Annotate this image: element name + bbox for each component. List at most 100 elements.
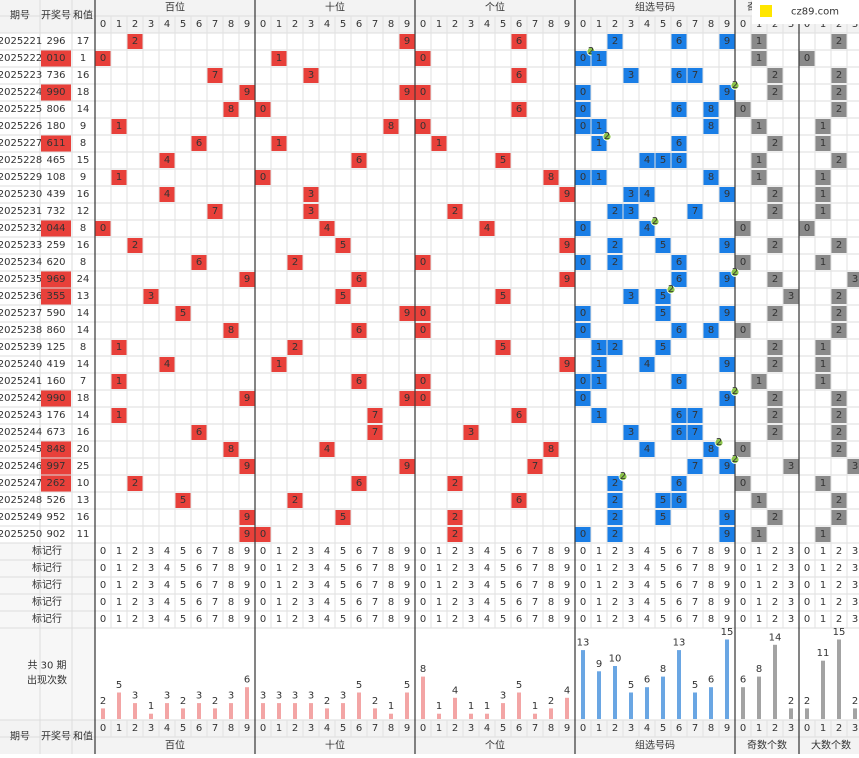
column-digit: 5 [180, 723, 186, 734]
mark-digit: 1 [756, 546, 762, 557]
column-digit: 6 [516, 723, 522, 734]
ball-label: 5 [660, 308, 666, 319]
section-footer: 十位 [325, 739, 345, 752]
ball-label: 4 [644, 223, 650, 234]
column-digit: 4 [644, 723, 650, 734]
ball-label: 0 [420, 121, 426, 132]
ball-label: 8 [708, 172, 714, 183]
ball-label: 1 [756, 155, 762, 166]
mark-digit: 0 [420, 546, 426, 557]
mark-digit: 5 [340, 580, 346, 591]
column-digit: 0 [100, 723, 106, 734]
ball-label: 9 [564, 189, 570, 200]
period: 2025241 [0, 376, 42, 387]
mark-digit: 0 [740, 580, 746, 591]
ball-label: 7 [692, 206, 698, 217]
mark-digit: 2 [292, 597, 298, 608]
mark-digit: 7 [692, 614, 698, 625]
ball-label: 1 [596, 359, 602, 370]
period: 2025238 [0, 325, 42, 336]
mark-digit: 4 [324, 546, 330, 557]
period: 2025242 [0, 393, 42, 404]
ball-label: 2 [452, 512, 458, 523]
ball-label: 1 [116, 342, 122, 353]
ball-label: 2 [772, 138, 778, 149]
mark-digit: 0 [100, 597, 106, 608]
ball-label: 7 [692, 461, 698, 472]
ball-label: 1 [276, 359, 282, 370]
stats-label: 出现次数 [27, 674, 67, 687]
count-bar [741, 687, 745, 719]
mark-digit: 2 [836, 597, 842, 608]
mark-digit: 4 [164, 546, 170, 557]
column-digit: 2 [452, 723, 458, 734]
sum: 16 [77, 427, 90, 438]
period: 2025243 [0, 410, 42, 421]
count-bar [853, 708, 857, 719]
count-bar [405, 693, 409, 720]
draw-number: 590 [46, 308, 65, 319]
count-bar [821, 661, 825, 719]
ball-label: 4 [644, 189, 650, 200]
ball-label: 3 [628, 427, 634, 438]
period: 2025233 [0, 240, 42, 251]
column-digit: 8 [388, 723, 394, 734]
ball-label: 5 [340, 512, 346, 523]
mark-digit: 0 [580, 580, 586, 591]
mark-digit: 5 [340, 597, 346, 608]
ball-label: 9 [724, 87, 730, 98]
ball-label: 1 [820, 206, 826, 217]
count-bar [229, 703, 233, 719]
mark-digit: 3 [628, 563, 634, 574]
mark-digit: 2 [836, 563, 842, 574]
ball-label: 1 [820, 342, 826, 353]
ball-label: 0 [260, 104, 266, 115]
period: 2025250 [0, 529, 42, 540]
mark-digit: 5 [500, 546, 506, 557]
ball-label: 9 [244, 393, 250, 404]
count-label: 13 [673, 638, 686, 649]
draw-number: 465 [46, 155, 65, 166]
column-digit: 9 [724, 723, 730, 734]
column-digit: 0 [420, 19, 426, 30]
ball-label: 6 [676, 70, 682, 81]
mark-digit: 2 [772, 614, 778, 625]
column-digit: 0 [420, 723, 426, 734]
period: 2025246 [0, 461, 42, 472]
column-digit: 4 [484, 723, 490, 734]
column-digit: 9 [564, 19, 570, 30]
draw-number: 611 [46, 138, 65, 149]
draw-number: 176 [46, 410, 65, 421]
mark-digit: 4 [484, 546, 490, 557]
mark-digit: 1 [596, 546, 602, 557]
ball-label: 6 [516, 410, 522, 421]
ball-label: 2 [452, 478, 458, 489]
ball-label: 2 [772, 274, 778, 285]
mark-digit: 3 [628, 546, 634, 557]
ball-label: 9 [404, 87, 410, 98]
sum: 20 [77, 444, 90, 455]
mark-digit: 8 [548, 563, 554, 574]
draw-number: 806 [46, 104, 65, 115]
section-footer: 百位 [165, 739, 185, 752]
draw-number: 108 [46, 172, 65, 183]
mark-digit: 3 [148, 614, 154, 625]
mark-digit: 1 [276, 597, 282, 608]
mark-digit: 9 [724, 580, 730, 591]
ball-label: 6 [516, 70, 522, 81]
draw-number: 848 [46, 444, 65, 455]
count-label: 3 [340, 691, 346, 702]
ball-label: 2 [836, 495, 842, 506]
section-title: 十位 [325, 1, 345, 14]
column-digit: 4 [324, 723, 330, 734]
ball-label: 0 [580, 104, 586, 115]
mark-digit: 5 [500, 614, 506, 625]
ball-label: 0 [580, 393, 586, 404]
period: 2025221 [0, 36, 42, 47]
mark-digit: 4 [324, 563, 330, 574]
count-label: 3 [292, 691, 298, 702]
ball-label: 0 [580, 223, 586, 234]
sum: 16 [77, 512, 90, 523]
mark-digit: 0 [804, 580, 810, 591]
count-label: 3 [260, 691, 266, 702]
